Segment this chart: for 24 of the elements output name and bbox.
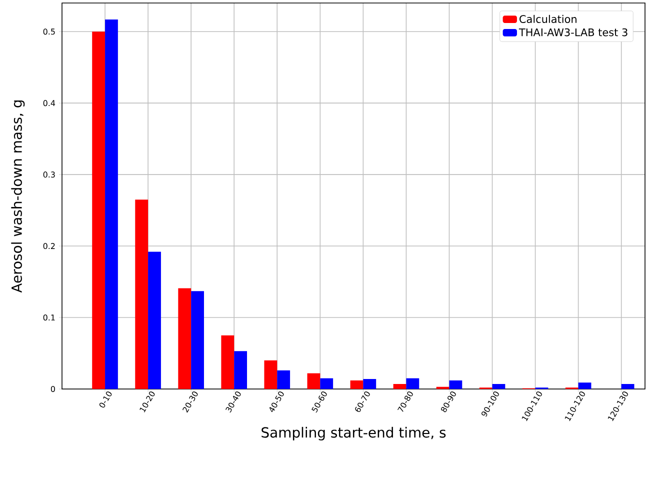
- bar: [621, 384, 634, 389]
- bar: [393, 384, 406, 389]
- bar: [578, 382, 592, 389]
- bar: [191, 291, 204, 389]
- bar: [234, 351, 248, 389]
- bar: [449, 380, 462, 389]
- bar: [264, 360, 278, 389]
- bar: [350, 380, 364, 389]
- bar: [221, 335, 234, 389]
- bar: [105, 19, 118, 389]
- bar: [277, 370, 290, 389]
- bar: [492, 384, 506, 389]
- bar: [92, 32, 106, 389]
- bar: [320, 378, 334, 389]
- bar: [135, 200, 148, 389]
- bar: [406, 378, 420, 389]
- legend-label: Calculation: [520, 14, 576, 23]
- legend-label: THAI-AW3-LAB test 3: [518, 28, 628, 36]
- x-axis-title: Sampling start-end time, s: [262, 426, 446, 440]
- bar: [148, 252, 161, 389]
- bar: [178, 288, 192, 389]
- y-axis-title: Aerosol wash-down mass, g: [11, 100, 25, 293]
- bar: [363, 378, 376, 389]
- bar: [307, 373, 320, 389]
